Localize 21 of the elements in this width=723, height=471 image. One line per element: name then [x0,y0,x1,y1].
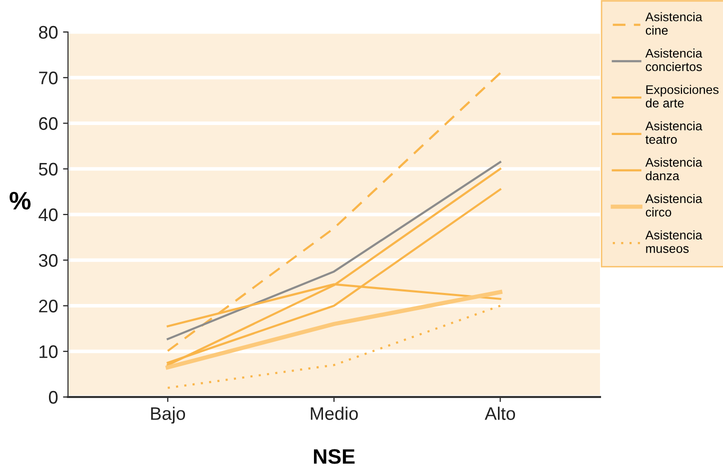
legend-label: Asistencia museos [645,230,702,253]
y-tick-label: 60 [39,117,58,130]
y-tick-label: 70 [39,72,58,84]
y-tick-label: 50 [38,162,58,176]
legend-label: Exposiciones de arte [646,84,719,108]
x-tick-label: Bajo [151,406,186,424]
legend-label: Asistencia danza [645,158,702,180]
y-axis-title: % [10,192,31,210]
y-tick-label: 0 [48,390,58,404]
y-tick-label: 80 [38,26,58,39]
y-tick-label: 40 [38,208,58,222]
y-tick-label: 20 [39,300,58,312]
legend-label: Asistencia teatro [645,121,702,144]
legend-label: Asistencia cine [645,12,702,35]
x-axis-title: NSE [314,449,355,464]
x-tick-label: Medio [310,406,358,420]
x-tick-label: Alto [484,406,516,420]
legend-label: Asistencia circo [645,194,702,217]
legend-label: Asistencia conciertos [645,48,702,72]
y-tick-label: 10 [40,345,58,358]
y-tick-label: 30 [38,254,58,267]
